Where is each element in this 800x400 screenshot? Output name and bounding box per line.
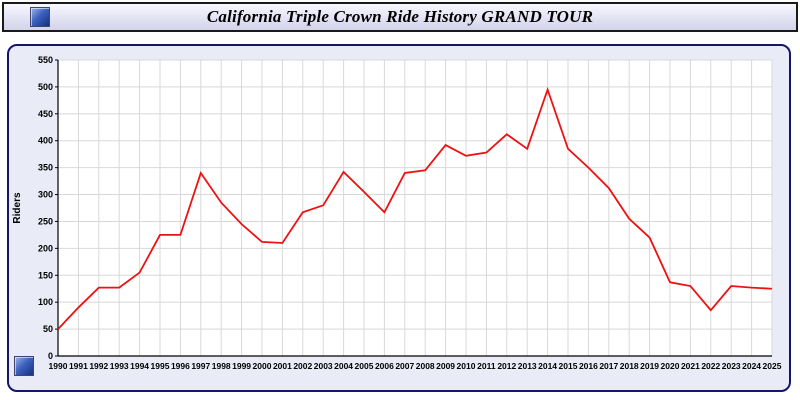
svg-text:1994: 1994	[130, 361, 149, 371]
axes	[57, 60, 772, 357]
svg-text:1998: 1998	[212, 361, 231, 371]
svg-text:550: 550	[38, 55, 53, 65]
y-axis-tick-labels: 0 50 100 150 200 250 300 350 400 450 500 550	[38, 55, 58, 361]
x-axis-tick-labels: 1990 1991 1992 1993 1994 1995 1996 1997 1998 1999…	[49, 361, 782, 371]
svg-text:1991: 1991	[69, 361, 88, 371]
svg-text:2017: 2017	[599, 361, 618, 371]
svg-text:1990: 1990	[49, 361, 68, 371]
svg-text:2001: 2001	[273, 361, 292, 371]
svg-text:350: 350	[38, 163, 53, 173]
svg-text:1996: 1996	[171, 361, 190, 371]
title-bar: California Triple Crown Ride History GRA…	[2, 2, 798, 32]
svg-text:2005: 2005	[355, 361, 374, 371]
svg-text:50: 50	[43, 324, 53, 334]
svg-text:1997: 1997	[191, 361, 210, 371]
svg-text:0: 0	[48, 351, 53, 361]
svg-text:2010: 2010	[457, 361, 476, 371]
svg-text:1992: 1992	[89, 361, 108, 371]
svg-text:2014: 2014	[538, 361, 557, 371]
page-title: California Triple Crown Ride History GRA…	[206, 7, 594, 26]
corner-window-icon	[14, 356, 34, 376]
svg-text:2002: 2002	[293, 361, 312, 371]
svg-text:2007: 2007	[395, 361, 414, 371]
svg-text:300: 300	[38, 190, 53, 200]
app-window-icon	[30, 7, 50, 27]
svg-text:2025: 2025	[763, 361, 782, 371]
svg-text:2008: 2008	[416, 361, 435, 371]
svg-text:100: 100	[38, 297, 53, 307]
svg-text:2024: 2024	[742, 361, 761, 371]
riders-series-line	[57, 86, 773, 330]
svg-text:2015: 2015	[559, 361, 578, 371]
svg-text:2003: 2003	[314, 361, 333, 371]
y-axis-label: Riders	[12, 192, 23, 224]
svg-text:200: 200	[38, 243, 53, 253]
svg-text:2006: 2006	[375, 361, 394, 371]
svg-text:150: 150	[38, 270, 53, 280]
svg-text:2019: 2019	[640, 361, 659, 371]
svg-text:1995: 1995	[151, 361, 170, 371]
svg-text:450: 450	[38, 109, 53, 119]
chart-container: 0 50 100 150 200 250 300 350 400 450 500 550 1990 199…	[7, 44, 791, 392]
svg-text:2022: 2022	[701, 361, 720, 371]
svg-text:400: 400	[38, 136, 53, 146]
svg-text:2018: 2018	[620, 361, 639, 371]
svg-text:2023: 2023	[722, 361, 741, 371]
svg-text:2021: 2021	[681, 361, 700, 371]
svg-text:1999: 1999	[232, 361, 251, 371]
svg-text:2004: 2004	[334, 361, 353, 371]
svg-text:1993: 1993	[110, 361, 129, 371]
svg-text:2000: 2000	[253, 361, 272, 371]
svg-text:2020: 2020	[661, 361, 680, 371]
gridlines	[57, 59, 773, 357]
svg-text:250: 250	[38, 216, 53, 226]
svg-text:2011: 2011	[477, 361, 496, 371]
plot-area	[58, 60, 772, 356]
svg-text:500: 500	[38, 82, 53, 92]
svg-text:2012: 2012	[497, 361, 516, 371]
svg-text:2009: 2009	[436, 361, 455, 371]
svg-text:2013: 2013	[518, 361, 537, 371]
svg-text:2016: 2016	[579, 361, 598, 371]
